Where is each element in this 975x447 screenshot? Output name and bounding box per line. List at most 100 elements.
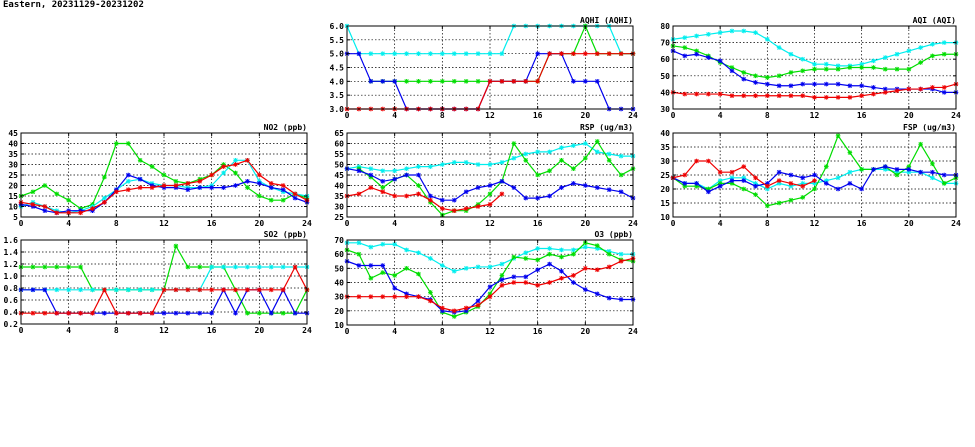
data-point-cyan: [918, 45, 923, 50]
data-point-cyan: [392, 168, 397, 174]
data-point-cyan: [812, 61, 817, 67]
data-point-blue: [930, 169, 935, 175]
x-tick-label: 16: [533, 111, 543, 120]
x-tick-label: 16: [857, 111, 867, 120]
data-point-red: [535, 79, 540, 84]
y-tick-label: 35: [660, 143, 670, 152]
data-point-blue: [618, 297, 624, 302]
data-point-cyan: [729, 28, 735, 34]
x-tick-label: 20: [581, 111, 591, 120]
x-tick-label: 8: [765, 219, 770, 228]
data-point-red: [753, 175, 758, 181]
data-point-cyan: [368, 244, 374, 250]
y-tick-label: 25: [334, 213, 344, 222]
data-point-blue: [559, 185, 564, 190]
data-point-cyan: [380, 168, 386, 174]
data-point-green: [380, 185, 386, 190]
data-point-blue: [233, 183, 238, 188]
data-point-red: [583, 51, 588, 56]
x-tick-label: 16: [533, 327, 543, 336]
data-point-cyan: [511, 155, 517, 161]
data-point-blue: [368, 79, 374, 84]
data-point-green: [149, 164, 155, 169]
data-point-cyan: [594, 149, 600, 155]
data-point-green: [173, 179, 179, 184]
x-tick-label: 8: [440, 219, 445, 228]
data-point-green: [102, 174, 107, 180]
data-point-green: [257, 193, 262, 199]
data-point-green: [682, 45, 688, 50]
data-point-cyan: [741, 28, 747, 34]
data-point-blue: [694, 181, 699, 186]
data-point-blue: [859, 83, 864, 89]
data-point-red: [547, 51, 552, 56]
data-point-blue: [871, 85, 876, 90]
x-tick-label: 4: [66, 219, 71, 228]
x-tick-label: 24: [951, 111, 961, 120]
data-point-red: [487, 79, 493, 84]
data-point-red: [356, 294, 362, 299]
data-point-red: [765, 93, 770, 99]
data-point-green: [66, 197, 71, 203]
data-point-cyan: [583, 244, 588, 250]
data-point-green: [765, 75, 770, 80]
y-tick-label: 10: [660, 213, 670, 222]
data-point-blue: [823, 181, 829, 186]
x-tick-label: 24: [628, 327, 638, 336]
data-point-red: [729, 169, 735, 175]
y-tick-label: 30: [334, 293, 344, 302]
data-point-blue: [788, 83, 794, 89]
data-point-red: [42, 310, 48, 316]
data-point-blue: [717, 58, 723, 64]
data-point-red: [618, 51, 624, 56]
x-tick-label: 4: [718, 111, 723, 120]
y-tick-label: 65: [334, 129, 344, 138]
data-point-cyan: [380, 241, 386, 247]
data-point-cyan: [380, 51, 386, 56]
x-tick-label: 12: [159, 219, 169, 228]
data-point-red: [368, 294, 374, 299]
data-point-blue: [606, 295, 612, 301]
data-point-red: [717, 169, 723, 175]
x-tick-label: 12: [810, 219, 820, 228]
chart-title: AQI (AQI): [913, 16, 956, 25]
data-point-red: [694, 91, 699, 97]
y-tick-label: 35: [8, 150, 18, 159]
data-point-cyan: [788, 51, 794, 57]
data-point-blue: [404, 172, 409, 178]
data-point-red: [137, 185, 143, 190]
data-point-cyan: [125, 179, 131, 184]
x-tick-label: 16: [857, 219, 867, 228]
x-tick-label: 24: [302, 219, 312, 228]
data-point-blue: [812, 81, 817, 87]
data-point-red: [392, 193, 397, 199]
data-point-cyan: [776, 45, 782, 50]
data-point-blue: [835, 81, 841, 87]
data-point-green: [823, 164, 829, 169]
data-point-cyan: [125, 287, 131, 293]
x-tick-label: 24: [628, 111, 638, 120]
data-point-red: [606, 264, 612, 270]
y-tick-label: 30: [8, 161, 18, 170]
data-point-green: [729, 65, 735, 70]
data-point-red: [280, 183, 286, 188]
data-point-green: [882, 66, 888, 72]
y-tick-label: 25: [8, 171, 18, 180]
data-point-cyan: [451, 51, 457, 56]
data-point-blue: [571, 181, 576, 186]
data-point-cyan: [682, 35, 688, 40]
data-point-green: [800, 195, 806, 200]
data-point-cyan: [800, 56, 806, 62]
data-point-green: [280, 310, 286, 316]
y-tick-label: 30: [660, 157, 670, 166]
data-point-cyan: [606, 151, 612, 157]
data-point-blue: [682, 53, 688, 59]
data-point-green: [368, 275, 374, 281]
data-point-red: [66, 310, 71, 316]
y-tick-label: 20: [334, 307, 344, 316]
chart-title: O3 (ppb): [594, 230, 633, 239]
data-point-cyan: [66, 287, 71, 293]
y-tick-label: 40: [334, 182, 344, 191]
data-point-blue: [380, 263, 386, 268]
data-point-cyan: [233, 264, 238, 270]
